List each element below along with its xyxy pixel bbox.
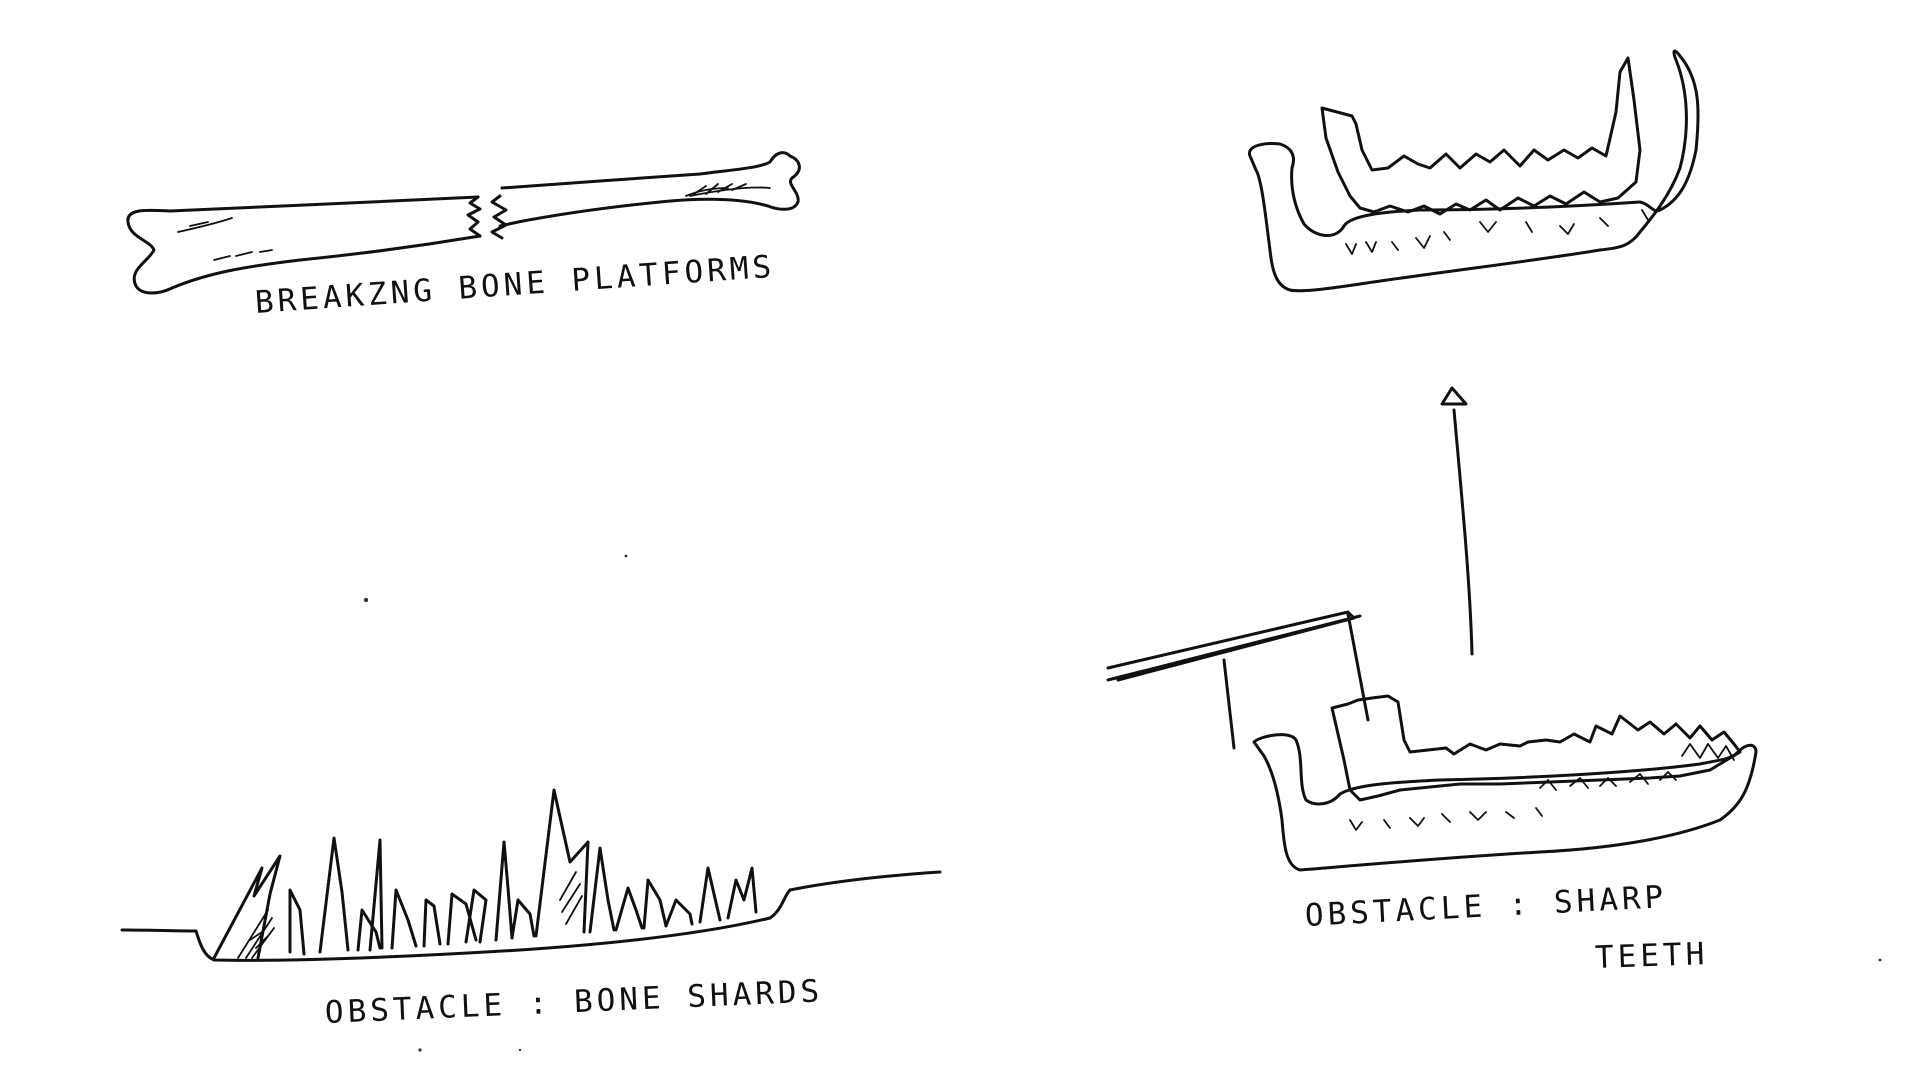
ground-line [120,870,942,962]
ledge-platform [1106,610,1362,682]
bone-shard [664,898,694,928]
bone-shards-sketch [120,788,942,962]
bone-left-half [126,195,482,295]
jaw-outline-lower [1252,733,1758,872]
bone-shard [588,846,616,934]
bone-shard [494,840,514,942]
bone-shard [288,888,306,956]
bone-shard [614,886,644,932]
arrow-shaft [1452,408,1474,656]
bone-shard [698,866,722,924]
jaw-outline-upper [1248,49,1700,293]
bone-shard [510,898,536,940]
raise-arrow [1440,386,1474,656]
bone-right-half [498,151,801,228]
bone-left-break [466,195,482,238]
jaw-raised-sketch [1248,49,1700,293]
jaw-teeth-hatched [1320,56,1642,216]
arrow-head [1440,386,1468,406]
bone-shard [212,854,282,960]
label-sharp-teeth-line2: TEETH [1594,936,1709,976]
breaking-bone-sketch [126,151,801,295]
paper-specks [363,554,1882,1052]
bone-shard [318,836,350,954]
bone-shard [390,888,418,950]
ledge-platform-edge [1222,612,1370,750]
bone-shard [642,878,668,930]
jaw-trap-sketch [1106,610,1758,872]
bone-shard [726,866,758,920]
bone-shard [356,908,382,952]
bone-right-break [490,194,508,240]
bone-shard [464,888,488,944]
bone-shard [534,788,590,938]
bone-shard [446,892,478,946]
bone-shard [422,898,442,948]
jaw-teeth-hatched [1330,694,1742,802]
bone-shard [368,838,384,952]
